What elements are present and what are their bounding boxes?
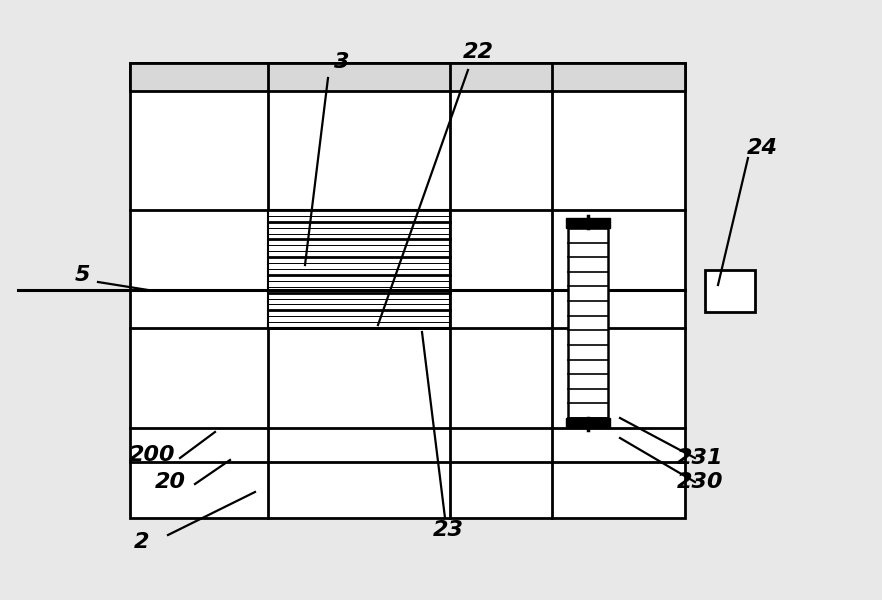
Bar xyxy=(566,218,610,228)
Bar xyxy=(705,270,755,312)
Bar xyxy=(568,228,608,418)
Text: 231: 231 xyxy=(676,448,723,468)
Text: 3: 3 xyxy=(334,52,350,72)
Text: 23: 23 xyxy=(432,520,464,540)
Text: 2: 2 xyxy=(134,532,150,552)
Text: 22: 22 xyxy=(462,42,494,62)
Text: 5: 5 xyxy=(74,265,90,285)
Text: 230: 230 xyxy=(676,472,723,492)
Bar xyxy=(130,63,685,518)
Text: 20: 20 xyxy=(154,472,185,492)
Text: 200: 200 xyxy=(129,445,176,465)
Bar xyxy=(566,418,610,428)
Text: 24: 24 xyxy=(746,138,778,158)
Bar xyxy=(268,210,450,328)
Bar xyxy=(130,63,685,91)
